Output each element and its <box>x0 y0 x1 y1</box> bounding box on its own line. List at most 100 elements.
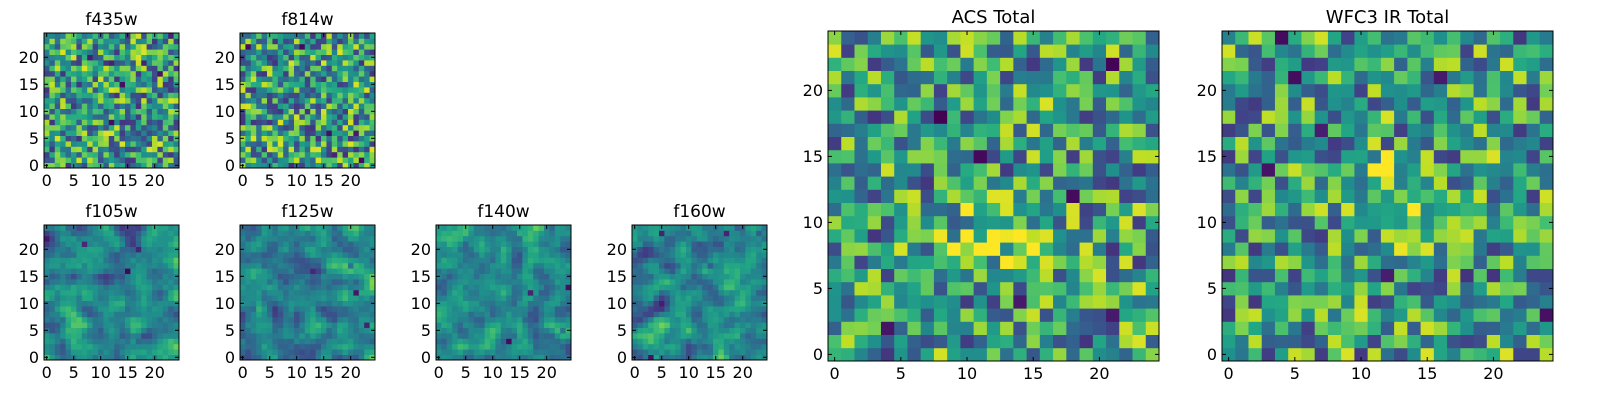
heatmap-cell <box>294 103 300 109</box>
heatmap-cell <box>740 252 746 258</box>
heatmap-cell <box>1053 268 1067 283</box>
heatmap-cell <box>76 257 83 264</box>
heatmap-cell <box>348 65 354 72</box>
heatmap-cell <box>637 327 644 334</box>
heatmap-cell <box>321 157 327 163</box>
heatmap-cell <box>729 295 735 301</box>
heatmap-cell <box>441 306 448 312</box>
heatmap-cell <box>463 257 469 264</box>
heatmap-cell <box>880 295 895 309</box>
heatmap-cell <box>734 316 741 323</box>
heatmap-cell <box>527 273 534 280</box>
heatmap-cell <box>315 327 322 334</box>
heatmap-cell <box>108 295 115 301</box>
heatmap-cell <box>119 130 126 136</box>
heatmap-cell <box>664 225 671 231</box>
heatmap-cell <box>1145 215 1160 230</box>
heatmap-cell <box>734 295 741 301</box>
heatmap-cell <box>729 300 735 307</box>
heatmap-cell <box>304 97 311 104</box>
heatmap-cell <box>267 300 273 307</box>
heatmap-cell <box>173 343 180 350</box>
heatmap-cell <box>173 146 180 153</box>
heatmap-cell <box>272 114 279 120</box>
heatmap-cell <box>342 306 349 312</box>
heatmap-cell <box>288 130 295 136</box>
heatmap-cell <box>894 31 908 45</box>
heatmap-cell <box>114 87 120 93</box>
heatmap-cell <box>342 354 349 361</box>
heatmap-cell <box>707 225 714 231</box>
heatmap-cell <box>637 241 644 247</box>
heatmap-cell <box>1026 281 1041 296</box>
heatmap-cell <box>1026 57 1041 71</box>
heatmap-cell <box>718 262 725 269</box>
heatmap-cell <box>960 281 975 296</box>
heatmap-cell <box>272 103 279 109</box>
heatmap-cell <box>304 246 311 253</box>
heatmap-cell <box>1079 176 1094 190</box>
heatmap-cell <box>283 157 289 163</box>
heatmap-cell <box>146 70 153 77</box>
heatmap-cell <box>321 241 327 247</box>
heatmap-cell <box>245 246 252 253</box>
heatmap-cell <box>841 123 855 137</box>
heatmap-cell <box>146 87 153 93</box>
heatmap-cell <box>446 343 453 350</box>
heatmap-cell <box>1447 281 1461 296</box>
heatmap-cell <box>288 279 295 285</box>
heatmap-cell <box>92 230 99 237</box>
heatmap-cell <box>549 279 556 285</box>
heatmap-cell <box>544 295 550 301</box>
heatmap-cell <box>71 70 77 77</box>
heatmap-cell <box>756 338 762 345</box>
heatmap-cell <box>549 273 556 280</box>
heatmap-cell <box>283 38 289 45</box>
heatmap-cell <box>664 235 671 242</box>
heatmap-cell <box>1039 308 1054 322</box>
heatmap-cell <box>457 235 464 242</box>
heatmap-cell <box>1092 176 1107 190</box>
heatmap-cell <box>1274 189 1289 203</box>
heatmap-cell <box>880 321 895 335</box>
heatmap-cell <box>511 333 518 339</box>
heatmap-cell <box>119 49 126 55</box>
heatmap-cell <box>549 246 556 253</box>
heatmap-cell <box>756 333 762 339</box>
heatmap-cell <box>533 338 539 345</box>
heatmap-cell <box>452 343 458 350</box>
heatmap-cell <box>130 279 137 285</box>
heatmap-cell <box>173 322 180 328</box>
heatmap-cell <box>152 230 158 237</box>
heatmap-cell <box>315 241 322 247</box>
heatmap-cell <box>680 235 687 242</box>
heatmap-cell <box>986 229 1001 243</box>
heatmap-cell <box>828 334 842 349</box>
heatmap-cell <box>1433 334 1448 349</box>
heatmap-cell <box>342 162 349 169</box>
heatmap-cell <box>723 322 730 328</box>
heatmap-cell <box>152 316 158 323</box>
heatmap-cell <box>1500 202 1514 217</box>
heatmap-cell <box>135 338 142 345</box>
heatmap-cell <box>310 241 316 247</box>
heatmap-cell <box>841 242 855 256</box>
heatmap-cell <box>750 246 757 253</box>
heatmap-cell <box>920 44 935 58</box>
heatmap-cell <box>1486 229 1501 243</box>
heatmap-cell <box>65 49 72 55</box>
heatmap-cell <box>1327 347 1342 362</box>
heatmap-cell <box>267 284 273 291</box>
heatmap-cell <box>98 279 104 285</box>
heatmap-cell <box>130 49 137 55</box>
heatmap-cell <box>54 322 61 328</box>
heatmap-cell <box>369 114 376 120</box>
heatmap-cell <box>441 311 448 318</box>
heatmap-cell <box>125 343 131 350</box>
heatmap-cell <box>103 97 110 104</box>
heatmap-cell <box>146 273 153 280</box>
heatmap-cell <box>484 257 491 264</box>
heatmap-cell <box>299 252 306 258</box>
